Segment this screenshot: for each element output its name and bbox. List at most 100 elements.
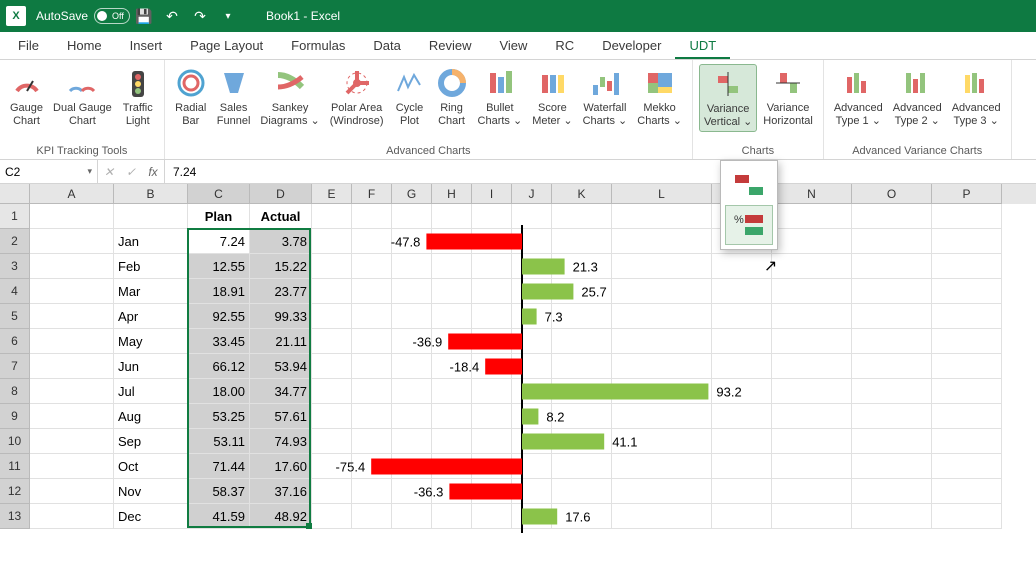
- cell[interactable]: [612, 354, 712, 379]
- cell[interactable]: [772, 479, 852, 504]
- cell[interactable]: [512, 454, 552, 479]
- cell[interactable]: [512, 204, 552, 229]
- cell[interactable]: [772, 379, 852, 404]
- ribbon-tab-insert[interactable]: Insert: [116, 32, 177, 59]
- cell[interactable]: [512, 404, 552, 429]
- formula-input[interactable]: 7.24: [165, 165, 204, 179]
- cell[interactable]: [392, 479, 432, 504]
- cell[interactable]: [392, 279, 432, 304]
- cell[interactable]: [432, 454, 472, 479]
- ribbon-btn-traffic[interactable]: Traffic Light: [118, 64, 158, 130]
- cell[interactable]: [852, 404, 932, 429]
- cell[interactable]: [712, 504, 772, 529]
- col-header-C[interactable]: C: [188, 184, 250, 204]
- ribbon-tab-udt[interactable]: UDT: [675, 32, 730, 59]
- cell[interactable]: [472, 204, 512, 229]
- cell[interactable]: [512, 379, 552, 404]
- col-header-F[interactable]: F: [352, 184, 392, 204]
- cell[interactable]: [30, 229, 114, 254]
- cell[interactable]: [432, 354, 472, 379]
- cell[interactable]: [312, 229, 352, 254]
- cell[interactable]: [30, 254, 114, 279]
- cell[interactable]: [932, 304, 1002, 329]
- cell[interactable]: [552, 304, 612, 329]
- cell[interactable]: 17.60: [250, 454, 312, 479]
- row-header-5[interactable]: 5: [0, 304, 30, 329]
- cell[interactable]: Apr: [114, 304, 188, 329]
- cell[interactable]: [472, 229, 512, 254]
- cell[interactable]: [312, 354, 352, 379]
- cell[interactable]: [352, 429, 392, 454]
- cell[interactable]: [392, 429, 432, 454]
- cell[interactable]: [932, 204, 1002, 229]
- cell[interactable]: [932, 429, 1002, 454]
- enter-icon[interactable]: ✓: [120, 165, 142, 179]
- cell[interactable]: [612, 329, 712, 354]
- cell[interactable]: Jun: [114, 354, 188, 379]
- cell[interactable]: [852, 354, 932, 379]
- cell[interactable]: [712, 254, 772, 279]
- variance-vertical-dropdown[interactable]: %: [720, 160, 778, 250]
- col-header-J[interactable]: J: [512, 184, 552, 204]
- cell[interactable]: Jul: [114, 379, 188, 404]
- cell[interactable]: [30, 454, 114, 479]
- cell[interactable]: 71.44: [188, 454, 250, 479]
- cell[interactable]: [772, 504, 852, 529]
- cell[interactable]: [432, 429, 472, 454]
- cell[interactable]: [352, 279, 392, 304]
- fx-icon[interactable]: fx: [142, 165, 164, 179]
- cell[interactable]: [712, 279, 772, 304]
- cell[interactable]: [512, 429, 552, 454]
- cell[interactable]: 92.55: [188, 304, 250, 329]
- cell[interactable]: [932, 229, 1002, 254]
- cell[interactable]: [392, 454, 432, 479]
- ribbon-btn-gauge[interactable]: Gauge Chart: [6, 64, 47, 130]
- cell[interactable]: [472, 279, 512, 304]
- cell[interactable]: [512, 229, 552, 254]
- cell[interactable]: 66.12: [188, 354, 250, 379]
- cell[interactable]: [712, 329, 772, 354]
- cell[interactable]: 41.59: [188, 504, 250, 529]
- cell[interactable]: [772, 279, 852, 304]
- row-header-12[interactable]: 12: [0, 479, 30, 504]
- cell[interactable]: [392, 404, 432, 429]
- cell[interactable]: Actual: [250, 204, 312, 229]
- cell[interactable]: [312, 279, 352, 304]
- cell[interactable]: [852, 279, 932, 304]
- variance-option-percent[interactable]: %: [725, 205, 773, 245]
- cell[interactable]: [352, 454, 392, 479]
- cell[interactable]: [512, 279, 552, 304]
- cell[interactable]: [392, 379, 432, 404]
- cell[interactable]: [352, 379, 392, 404]
- cell[interactable]: [932, 379, 1002, 404]
- ribbon-tab-formulas[interactable]: Formulas: [277, 32, 359, 59]
- cell[interactable]: Dec: [114, 504, 188, 529]
- cell[interactable]: [352, 204, 392, 229]
- cell[interactable]: [512, 354, 552, 379]
- row-header-13[interactable]: 13: [0, 504, 30, 529]
- cancel-icon[interactable]: ✕: [98, 165, 120, 179]
- cell[interactable]: [312, 304, 352, 329]
- cell[interactable]: [352, 329, 392, 354]
- col-header-H[interactable]: H: [432, 184, 472, 204]
- ribbon-btn-advanced[interactable]: Advanced Type 1 ⌄: [830, 64, 887, 130]
- redo-icon[interactable]: ↷: [186, 2, 214, 30]
- cell[interactable]: [852, 379, 932, 404]
- cell[interactable]: [712, 429, 772, 454]
- cell[interactable]: [30, 479, 114, 504]
- cell[interactable]: [612, 229, 712, 254]
- cell[interactable]: 15.22: [250, 254, 312, 279]
- cell[interactable]: 53.25: [188, 404, 250, 429]
- cell[interactable]: 12.55: [188, 254, 250, 279]
- cell[interactable]: [312, 479, 352, 504]
- cell[interactable]: [352, 404, 392, 429]
- ribbon-btn-variance[interactable]: Variance Horizontal: [759, 64, 817, 130]
- cell[interactable]: [712, 379, 772, 404]
- cell[interactable]: [432, 304, 472, 329]
- cell[interactable]: [552, 354, 612, 379]
- cell[interactable]: May: [114, 329, 188, 354]
- cell[interactable]: [852, 454, 932, 479]
- cell[interactable]: [472, 329, 512, 354]
- ribbon-tab-rc[interactable]: RC: [541, 32, 588, 59]
- cell[interactable]: [552, 254, 612, 279]
